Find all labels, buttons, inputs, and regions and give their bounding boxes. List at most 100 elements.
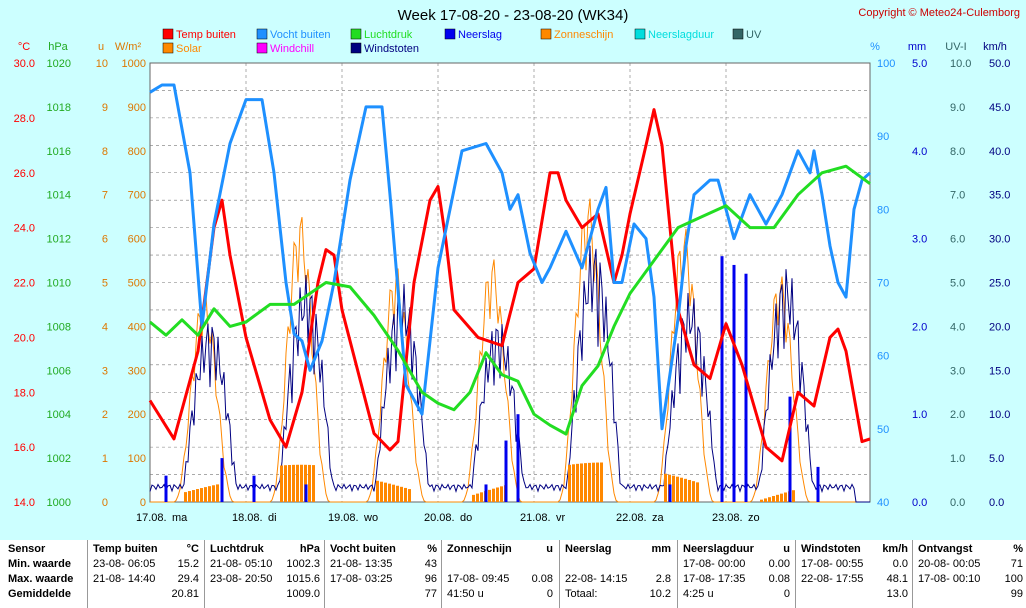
stats-time: 17-08- 09:45 — [447, 573, 510, 585]
row-label: Sensor — [8, 543, 46, 555]
stats-time: 22-08- 17:55 — [801, 573, 864, 585]
tick-label-humidity: 70 — [877, 278, 889, 290]
tick-label-pressure: 1016 — [47, 146, 71, 158]
legend-swatch — [256, 28, 268, 40]
statistics-table: Sensor Min. waarde Max. waarde Gemiddelde Te… — [0, 540, 1026, 608]
tick-label-pressure: 1002 — [47, 453, 71, 465]
sunshine-bar — [184, 492, 187, 502]
stats-value: 0.08 — [768, 573, 790, 585]
tick-label-sun: 2 — [102, 409, 108, 421]
tick-label-uv: 10.0 — [950, 58, 971, 70]
rain-bar — [668, 484, 672, 502]
tick-label-sun: 8 — [102, 146, 108, 158]
stats-value: 0.0 — [892, 558, 908, 570]
sunshine-bar — [568, 464, 571, 502]
stats-value: 99 — [1010, 588, 1023, 600]
sunshine-bar — [308, 464, 311, 502]
tick-label-temp: 14.0 — [14, 497, 35, 509]
tick-label-wind: 15.0 — [989, 365, 1010, 377]
rain-bar — [816, 466, 820, 502]
legend-swatch — [162, 42, 174, 54]
tick-label-sun: 9 — [102, 102, 108, 114]
stats-column-unit: % — [427, 543, 437, 555]
axis-unit-solar: W/m² — [115, 41, 142, 53]
tick-label-temp: 26.0 — [14, 168, 35, 180]
stats-column-unit: °C — [186, 543, 199, 555]
day-label-date: 23.08. — [712, 512, 743, 524]
tick-label-solar: 0 — [140, 497, 146, 509]
stats-value: 20.81 — [171, 588, 199, 600]
stats-value: 1002.3 — [286, 558, 320, 570]
column-separator — [204, 540, 205, 608]
tick-label-wind: 40.0 — [989, 146, 1010, 158]
copyright-text: Copyright © Meteo24-Culemborg — [858, 7, 1020, 19]
tick-label-solar: 900 — [128, 102, 146, 114]
tick-label-rain: 1.0 — [912, 409, 927, 421]
tick-label-solar: 700 — [128, 190, 146, 202]
axis-unit-humidity: % — [870, 41, 880, 53]
stats-column-unit: hPa — [299, 543, 320, 555]
tick-label-wind: 5.0 — [989, 453, 1004, 465]
stats-column-header: Zonneschijn — [447, 543, 512, 555]
sunshine-bar — [376, 480, 379, 502]
row-label: Max. waarde — [8, 573, 74, 585]
day-label-date: 17.08. — [136, 512, 167, 524]
stats-column-header: Neerslagduur — [683, 543, 754, 555]
legend-swatch — [256, 42, 268, 54]
stats-value: 15.2 — [177, 558, 199, 570]
sunshine-bar — [492, 488, 495, 502]
column-separator — [795, 540, 796, 608]
sunshine-bar — [588, 462, 591, 502]
tick-label-solar: 300 — [128, 365, 146, 377]
sunshine-bar — [384, 482, 387, 502]
stats-value: 48.1 — [886, 573, 908, 585]
day-label-date: 18.08. — [232, 512, 263, 524]
axis-unit-wind: km/h — [983, 41, 1007, 53]
tick-label-humidity: 80 — [877, 204, 889, 216]
sunshine-bar — [288, 464, 291, 502]
day-label-name: ma — [172, 512, 188, 524]
stats-time: 23-08- 06:05 — [93, 558, 156, 570]
sunshine-bar — [280, 465, 283, 502]
sunshine-bar — [480, 492, 483, 502]
sunshine-bar — [284, 465, 287, 502]
tick-label-pressure: 1012 — [47, 234, 71, 246]
day-label-date: 20.08. — [424, 512, 455, 524]
sunshine-bar — [780, 493, 783, 502]
stats-time: 17-08- 00:55 — [801, 558, 864, 570]
tick-label-uv: 6.0 — [950, 234, 965, 246]
axis-unit-sun: u — [98, 41, 104, 53]
axis-unit-rain: mm — [908, 41, 926, 53]
sunshine-bar — [572, 464, 575, 502]
tick-label-sun: 0 — [102, 497, 108, 509]
sunshine-bar — [600, 462, 603, 502]
sunshine-bar — [296, 464, 299, 502]
legend-label: Windstoten — [364, 43, 419, 55]
sunshine-bar — [192, 490, 195, 502]
tick-label-solar: 400 — [128, 321, 146, 333]
stats-value: 71 — [1010, 558, 1023, 570]
sunshine-bar — [580, 463, 583, 502]
tick-label-sun: 5 — [102, 278, 108, 290]
legend-swatch — [732, 28, 744, 40]
day-label-name: wo — [363, 512, 378, 524]
tick-label-uv: 3.0 — [950, 365, 965, 377]
stats-value: 0 — [546, 588, 553, 600]
sunshine-bar — [292, 464, 295, 502]
tick-label-sun: 10 — [96, 58, 108, 70]
sunshine-bar — [400, 486, 403, 502]
stats-time: 17-08- 00:10 — [918, 573, 981, 585]
axis-unit-temp: °C — [18, 41, 30, 53]
pressure-line — [149, 164, 871, 436]
stats-value: 77 — [424, 588, 437, 600]
stats-column-unit: u — [783, 543, 790, 555]
tick-label-wind: 30.0 — [989, 234, 1010, 246]
legend-label: Luchtdruk — [364, 29, 413, 41]
sunshine-bar — [784, 492, 787, 502]
tick-label-uv: 9.0 — [950, 102, 965, 114]
stats-column-header: Neerslag — [565, 543, 612, 555]
day-label-date: 19.08. — [328, 512, 359, 524]
sunshine-bar — [472, 494, 475, 502]
day-label-date: 22.08. — [616, 512, 647, 524]
tick-label-uv: 8.0 — [950, 146, 965, 158]
